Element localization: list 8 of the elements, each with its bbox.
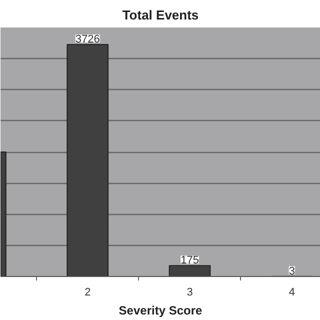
data-label: 3726 [75, 34, 100, 46]
data-label: 175 [180, 254, 199, 267]
x-axis-title: Severity Score [118, 304, 203, 318]
chart-title: Total Events [122, 8, 199, 22]
x-tick-label: 3 [186, 286, 193, 298]
x-tick-label: 2 [84, 286, 91, 298]
x-tick-label: 4 [288, 286, 295, 298]
data-label: 3 [288, 265, 295, 278]
